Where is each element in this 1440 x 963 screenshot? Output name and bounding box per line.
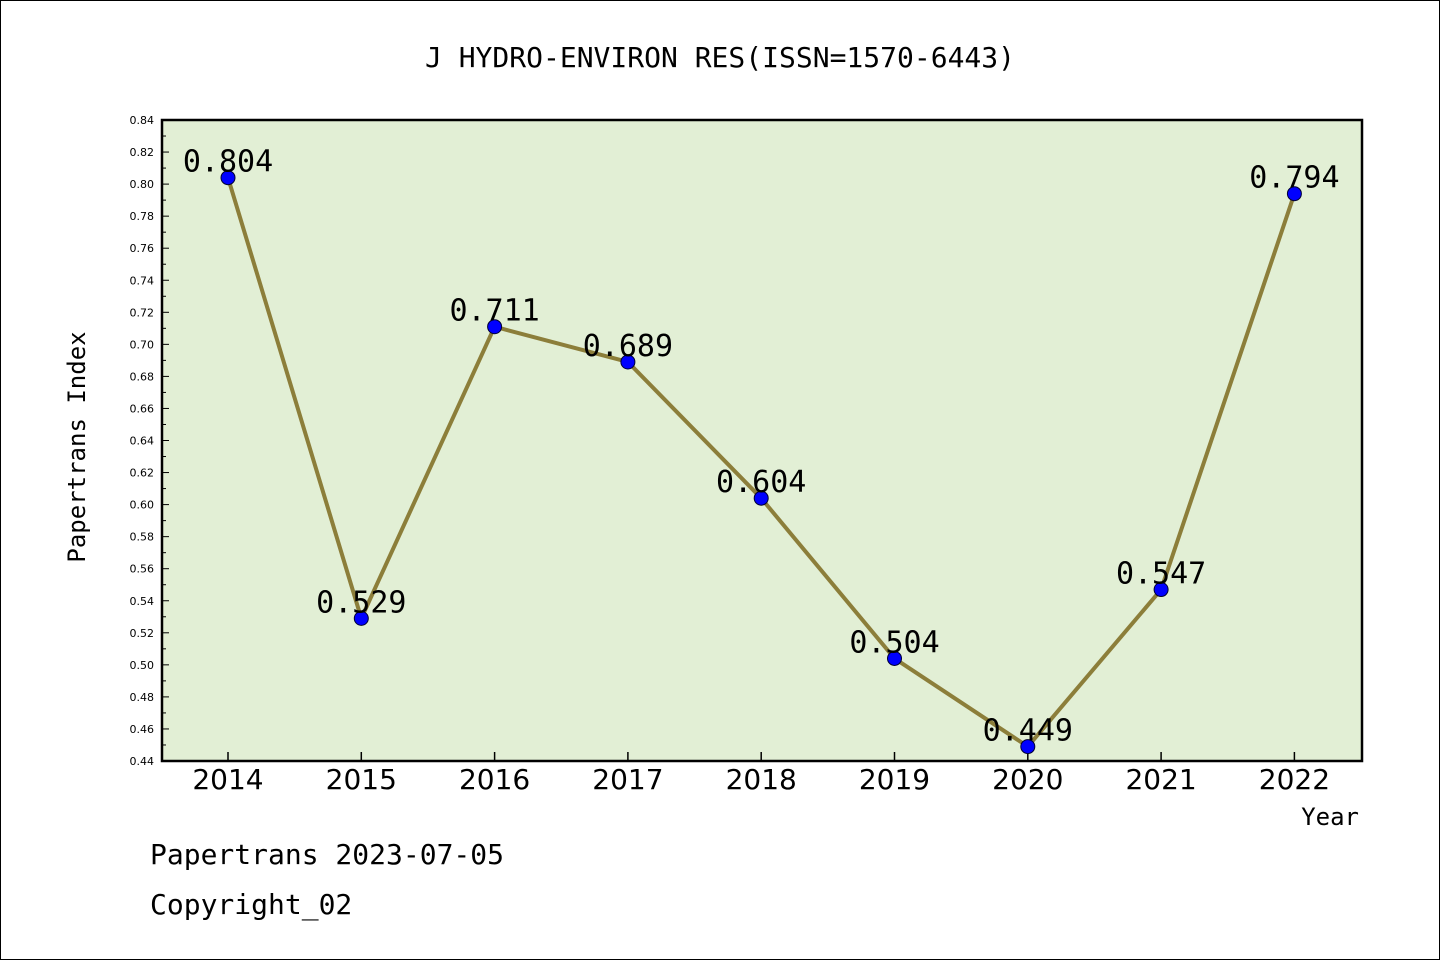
data-label: 0.711 xyxy=(449,294,539,329)
data-point xyxy=(1020,739,1036,755)
x-axis-label: Year xyxy=(1301,803,1359,831)
data-point xyxy=(887,650,902,666)
data-label: 0.689 xyxy=(583,329,673,364)
x-tick-label: 2018 xyxy=(726,763,797,796)
y-tick-label: 0.58 xyxy=(130,531,155,544)
y-tick-label: 0.66 xyxy=(130,402,155,415)
y-axis-label: Papertrans Index xyxy=(63,331,91,562)
data-label: 0.604 xyxy=(716,465,806,500)
footer-date: Papertrans 2023-07-05 xyxy=(150,838,504,871)
y-tick-label: 0.44 xyxy=(130,755,155,768)
y-tick-label: 0.54 xyxy=(130,595,155,608)
x-tick-label: 2015 xyxy=(326,763,397,796)
y-tick-label: 0.64 xyxy=(130,435,155,448)
plot-area xyxy=(160,118,1364,763)
y-axis-ticks: 0.44 0.46 0.48 0.50 0.52 0.54 0.56 0.58 0.60 0.62… xyxy=(130,114,169,768)
data-label: 0.804 xyxy=(183,145,273,180)
x-tick-label: 2019 xyxy=(859,763,930,796)
x-tick-label: 2020 xyxy=(992,763,1063,796)
x-tick-label: 2021 xyxy=(1125,763,1196,796)
data-label: 0.449 xyxy=(983,714,1073,749)
x-tick-label: 2022 xyxy=(1259,763,1330,796)
data-point xyxy=(220,170,236,186)
x-tick-label: 2016 xyxy=(459,763,530,796)
y-tick-label: 0.46 xyxy=(130,723,155,736)
data-label: 0.794 xyxy=(1249,161,1339,196)
y-tick-label: 0.70 xyxy=(130,338,155,351)
footer-copyright: Copyright_02 xyxy=(150,888,352,922)
y-tick-label: 0.72 xyxy=(130,306,155,319)
data-point xyxy=(1153,582,1169,598)
chart-title: J HYDRO-ENVIRON RES(ISSN=1570-6443) xyxy=(425,41,1015,74)
data-label: 0.529 xyxy=(316,585,406,620)
y-tick-label: 0.52 xyxy=(130,627,155,640)
data-labels: 0.804 0.529 0.711 0.689 0.604 0.504 0.449 0.547… xyxy=(183,145,1340,749)
x-axis-ticks: 2014 2015 2016 2017 2018 2019 2020 2021 2022 xyxy=(192,752,1330,796)
data-label: 0.547 xyxy=(1116,557,1206,592)
x-tick-label: 2017 xyxy=(592,763,663,796)
data-point xyxy=(353,610,369,626)
y-tick-label: 0.80 xyxy=(130,178,155,191)
data-point xyxy=(487,319,503,335)
y-tick-label: 0.48 xyxy=(130,691,155,704)
y-tick-label: 0.76 xyxy=(130,242,155,255)
data-point xyxy=(753,490,769,506)
data-markers xyxy=(220,170,1302,755)
y-tick-label: 0.68 xyxy=(130,370,155,383)
y-tick-label: 0.56 xyxy=(130,563,155,576)
y-tick-label: 0.50 xyxy=(130,659,155,672)
data-point xyxy=(1286,186,1302,202)
y-tick-label: 0.60 xyxy=(130,499,155,512)
x-tick-label: 2014 xyxy=(192,763,263,796)
data-label: 0.504 xyxy=(849,625,939,660)
data-point xyxy=(620,354,636,370)
y-tick-label: 0.84 xyxy=(130,114,155,127)
y-tick-label: 0.78 xyxy=(130,210,155,223)
y-tick-label: 0.82 xyxy=(130,146,155,159)
y-tick-label: 0.74 xyxy=(130,274,155,287)
y-tick-label: 0.62 xyxy=(130,467,155,480)
